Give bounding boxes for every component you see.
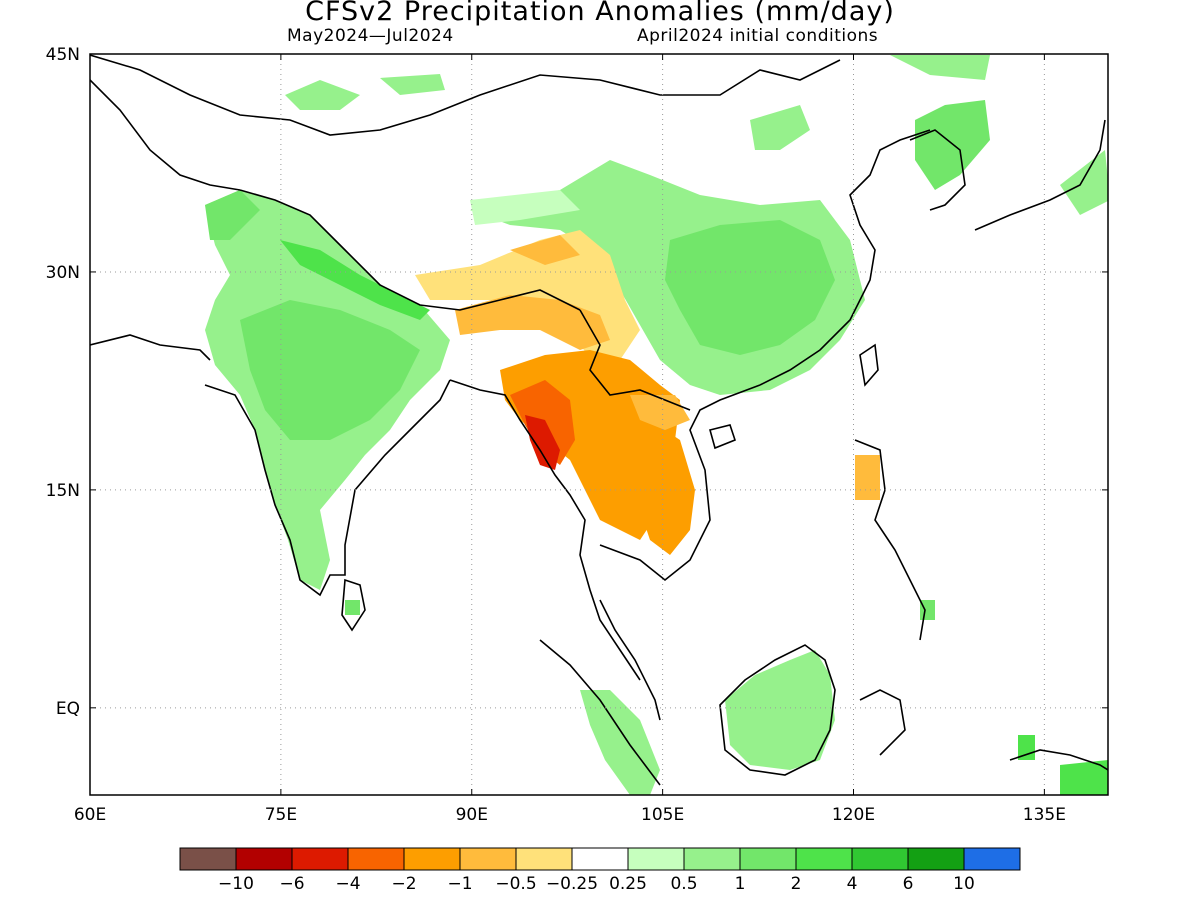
axis-ticks: 60E 75E 90E 105E 120E 135E 45N 30N 15N EQ	[46, 45, 1108, 825]
colorbar-swatch	[739, 847, 797, 871]
lat-tick-label: 45N	[46, 45, 80, 65]
lon-tick-label: 75E	[265, 805, 297, 825]
india-coast	[204, 379, 451, 597]
colorbar: −10 −6 −4 −2 −1 −0.5 −0.25 0.25 0.5 1 2 4 6 10	[179, 847, 1021, 894]
himalaya-border	[239, 189, 581, 311]
hainan	[709, 424, 736, 450]
initial-conditions: April2024 initial conditions	[637, 26, 879, 46]
colorbar-swatch	[347, 847, 405, 871]
lat-tick-label: 30N	[46, 263, 80, 283]
china-wet-edge	[470, 190, 580, 225]
malay-peninsula	[599, 599, 661, 721]
sumatra	[539, 639, 661, 786]
srilanka-wet	[345, 600, 360, 615]
sumatra-wet	[580, 690, 660, 795]
new-guinea	[1009, 749, 1108, 771]
arakan-coast	[525, 415, 560, 470]
lat-tick-label: 15N	[46, 481, 80, 501]
forecast-period: May2024—Jul2024	[287, 26, 454, 46]
colorbar-label: 2	[791, 874, 802, 894]
lon-tick-label: 135E	[1023, 805, 1066, 825]
anomaly-field	[205, 55, 1108, 795]
colorbar-swatch	[795, 847, 853, 871]
colorbar-label: 10	[953, 874, 975, 894]
sri-lanka	[341, 578, 366, 632]
colorbar-swatch	[571, 847, 629, 871]
indochina-coast	[599, 384, 761, 582]
lon-tick-label: 90E	[456, 805, 488, 825]
colorbar-label: 6	[903, 874, 914, 894]
colorbar-swatch	[291, 847, 349, 871]
colorbar-swatch	[515, 847, 573, 871]
japan-wet	[1060, 150, 1108, 215]
colorbar-swatch	[459, 847, 517, 871]
borneo-wet	[725, 650, 835, 770]
colorbar-label: −1	[447, 874, 472, 894]
himalaya-strip	[280, 240, 430, 320]
manchuria-wet	[890, 55, 990, 80]
japan-coast	[974, 119, 1106, 231]
india-core	[240, 300, 420, 440]
new-guinea-wet	[1060, 760, 1108, 795]
central-asia-border	[90, 79, 241, 191]
colorbar-label: 4	[847, 874, 858, 894]
coastlines	[90, 54, 1108, 786]
nw-india-wet	[205, 190, 260, 240]
colorbar-swatch	[235, 847, 293, 871]
colorbar-label: −0.5	[495, 874, 536, 894]
bay-of-bengal-coast	[449, 379, 641, 681]
korea-coast	[909, 129, 966, 211]
borneo	[719, 644, 836, 776]
colorbar-swatch	[907, 847, 965, 871]
lat-tick-label: EQ	[56, 699, 80, 719]
colorbar-swatch	[403, 847, 461, 871]
philippines	[854, 439, 926, 641]
colorbar-swatch	[683, 847, 741, 871]
map-frame	[89, 53, 1109, 796]
china-north	[750, 105, 810, 150]
gridlines	[90, 54, 1108, 795]
china-core	[665, 220, 835, 355]
colorbar-label: 1	[735, 874, 746, 894]
west-border	[90, 334, 211, 361]
mongolia-wet	[285, 80, 360, 110]
lon-tick-label: 60E	[74, 805, 106, 825]
mongolia-border	[90, 54, 841, 136]
sulawesi	[859, 689, 906, 756]
mongolia-wet-2	[380, 74, 445, 95]
colorbar-swatch	[851, 847, 909, 871]
dry-tongue-ne	[510, 235, 580, 265]
colorbar-label: −0.25	[546, 874, 598, 894]
colorbar-label: −4	[335, 874, 360, 894]
china-myanmar-border	[579, 309, 691, 411]
colorbar-swatch	[179, 847, 237, 871]
chart-title: CFSv2 Precipitation Anomalies (mm/day)	[305, 0, 895, 27]
colorbar-label: 0.5	[670, 874, 697, 894]
lon-tick-label: 105E	[641, 805, 684, 825]
taiwan	[859, 343, 879, 387]
luzon-dry	[855, 455, 880, 500]
colorbar-swatch	[963, 847, 1021, 871]
tibet-dry	[455, 295, 610, 350]
colorbar-label: −2	[391, 874, 416, 894]
colorbar-label: −6	[279, 874, 304, 894]
colorbar-label: 0.25	[609, 874, 647, 894]
colorbar-label: −10	[218, 874, 254, 894]
colorbar-swatch	[627, 847, 685, 871]
china-coast	[759, 129, 931, 386]
lon-tick-label: 120E	[832, 805, 875, 825]
thailand-dry	[600, 420, 695, 555]
